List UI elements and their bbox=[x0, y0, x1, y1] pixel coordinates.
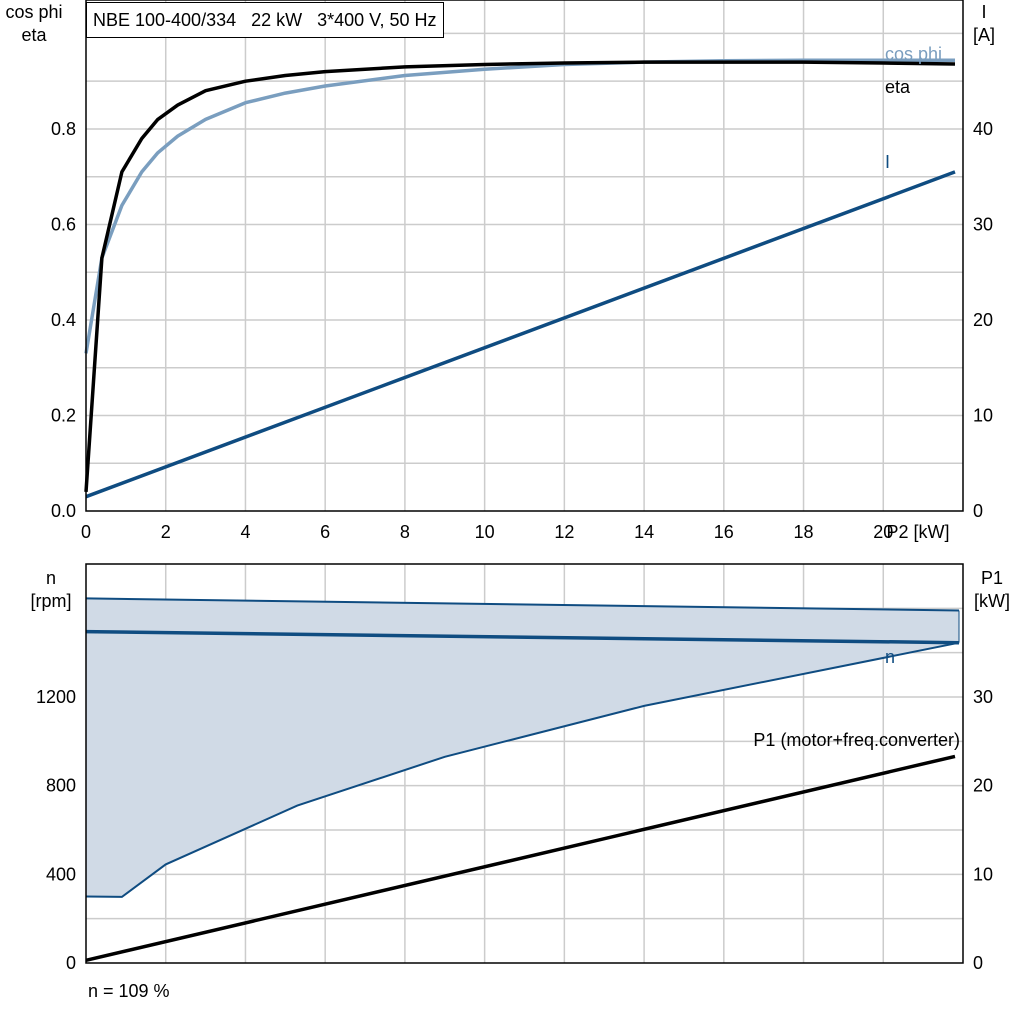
x-tick-label: 8 bbox=[400, 522, 410, 542]
top-plot-area bbox=[86, 0, 963, 511]
x-tick-label: 2 bbox=[161, 522, 171, 542]
bottom-right-tick-label: 20 bbox=[973, 776, 993, 796]
series-label-cos-phi: cos phi bbox=[885, 44, 942, 64]
speed-range-lower-edge bbox=[85, 641, 960, 898]
left-axis-title-line1: n bbox=[46, 568, 56, 588]
bottom-left-tick-label: 400 bbox=[46, 864, 76, 884]
series-label-speed: n bbox=[885, 647, 895, 667]
bottom-left-tick-label: 1200 bbox=[36, 687, 76, 707]
right-axis-title-line1: P1 bbox=[981, 568, 1003, 588]
series-label-current: I bbox=[885, 152, 890, 172]
speed-range-upper-edge bbox=[85, 597, 960, 612]
top-left-tick-label: 0.0 bbox=[51, 501, 76, 521]
x-tick-label: 12 bbox=[554, 522, 574, 542]
left-axis-title-line2: eta bbox=[21, 25, 47, 45]
top-right-tick-label: 40 bbox=[973, 119, 993, 139]
left-axis-title-line1: cos phi bbox=[5, 2, 62, 22]
top-left-tick-label: 0.8 bbox=[51, 119, 76, 139]
bottom-left-tick-label: 0 bbox=[66, 953, 76, 973]
bottom-right-tick-label: 30 bbox=[973, 687, 993, 707]
x-tick-label: 4 bbox=[240, 522, 250, 542]
bottom-plot-border bbox=[85, 563, 964, 964]
top-efficiency-current-chart: 0.0 0.2 0.4 0.6 0.8 0 10 20 30 40 0 2 4 6 8 10 12 14 16 18 2… bbox=[5, 0, 995, 542]
series-line-p1-motor-freq-converter bbox=[85, 754, 956, 963]
right-axis-title-line2: [kW] bbox=[974, 591, 1010, 611]
right-axis-title-line1: I bbox=[981, 2, 986, 22]
bottom-right-tick-label: 10 bbox=[973, 864, 993, 884]
speed-range-band bbox=[86, 598, 959, 897]
bottom-left-tick-label: 800 bbox=[46, 776, 76, 796]
series-label-p1: P1 (motor+freq.converter) bbox=[753, 730, 960, 750]
x-tick-label: 14 bbox=[634, 522, 654, 542]
x-tick-label: 18 bbox=[794, 522, 814, 542]
top-right-tick-label: 10 bbox=[973, 405, 993, 425]
top-left-tick-label: 0.6 bbox=[51, 214, 76, 234]
x-axis-label: P2 [kW] bbox=[886, 522, 949, 542]
x-tick-label: 0 bbox=[81, 522, 91, 542]
left-axis-title-line2: [rpm] bbox=[30, 591, 71, 611]
top-left-tick-label: 0.2 bbox=[51, 405, 76, 425]
x-tick-label: 6 bbox=[320, 522, 330, 542]
series-line-eta bbox=[84, 60, 956, 493]
x-tick-label: 20 bbox=[873, 522, 893, 542]
series-line-n bbox=[85, 629, 960, 645]
series-label-eta: eta bbox=[885, 77, 911, 97]
top-right-tick-label: 20 bbox=[973, 310, 993, 330]
bottom-right-tick-label: 0 bbox=[973, 953, 983, 973]
top-plot-border bbox=[85, 0, 964, 512]
chart-title: NBE 100-400/334 22 kW 3*400 V, 50 Hz bbox=[86, 2, 444, 38]
series-line-i bbox=[85, 170, 956, 499]
right-axis-title-line2: [A] bbox=[973, 25, 995, 45]
x-tick-label: 10 bbox=[475, 522, 495, 542]
bottom-speed-power-chart: 0 400 800 1200 0 10 20 30 n [rpm] P1 [kW] n P1 (motor… bbox=[30, 563, 1010, 973]
top-right-tick-label: 0 bbox=[973, 501, 983, 521]
x-tick-label: 16 bbox=[714, 522, 734, 542]
top-right-tick-label: 30 bbox=[973, 214, 993, 234]
top-left-tick-label: 0.4 bbox=[51, 310, 76, 330]
speed-percentage-note: n = 109 % bbox=[88, 981, 170, 1001]
